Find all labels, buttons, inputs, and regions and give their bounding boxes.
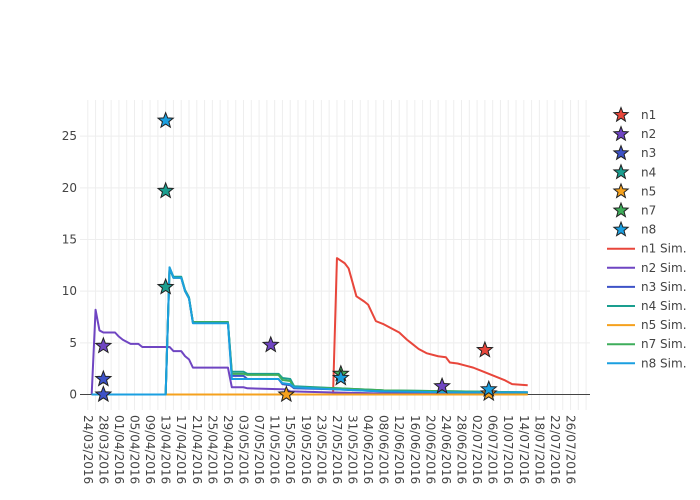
- legend-label-n8: n8: [641, 223, 656, 237]
- x-tick-label: 10/07/2016: [501, 415, 515, 484]
- legend-label-n1-sim-: n1 Sim.: [641, 242, 687, 256]
- legend-item-n8-sim-[interactable]: n8 Sim.: [607, 356, 687, 370]
- legend-item-n2-sim-[interactable]: n2 Sim.: [607, 261, 687, 275]
- legend-item-n4[interactable]: n4: [612, 163, 656, 180]
- x-tick-label: 28/03/2016: [96, 415, 110, 484]
- data-point-n3: [94, 369, 113, 387]
- legend-item-n3[interactable]: n3: [612, 144, 656, 161]
- x-tick-label: 16/06/2016: [408, 415, 422, 484]
- x-tick-label: 17/04/2016: [174, 415, 188, 484]
- x-tick-label: 23/05/2016: [314, 415, 328, 484]
- x-tick-label: 01/04/2016: [112, 415, 126, 484]
- x-tick-label: 18/07/2016: [532, 415, 546, 484]
- simulated-lines: [90, 257, 528, 396]
- x-tick-label: 24/06/2016: [439, 415, 453, 484]
- series-line-n3-sim-: [91, 267, 528, 396]
- legend-item-n3-sim-[interactable]: n3 Sim.: [607, 280, 687, 294]
- data-point-n4: [156, 181, 175, 199]
- x-tick-label: 25/04/2016: [205, 415, 219, 484]
- x-tick-label: 11/05/2016: [268, 415, 282, 484]
- x-tick-label: 15/05/2016: [283, 415, 297, 484]
- data-point-n1: [475, 340, 494, 358]
- x-tick-label: 04/06/2016: [361, 415, 375, 484]
- x-tick-label: 05/04/2016: [128, 415, 142, 484]
- data-point-n2: [433, 376, 452, 394]
- x-tick-label: 27/05/2016: [330, 415, 344, 484]
- legend-label-n7: n7: [641, 204, 656, 218]
- series-line-n2-sim-: [90, 308, 528, 395]
- y-tick-label: 25: [62, 129, 77, 143]
- data-point-n2: [94, 336, 113, 354]
- data-point-n8: [479, 379, 498, 397]
- series-line-n1-sim-: [332, 257, 528, 395]
- legend-label-n2-sim-: n2 Sim.: [641, 261, 687, 275]
- x-tick-label: 26/07/2016: [564, 415, 578, 484]
- x-tick-label: 31/05/2016: [346, 415, 360, 484]
- legend-label-n3-sim-: n3 Sim.: [641, 280, 687, 294]
- observed-markers: [94, 111, 498, 403]
- x-tick-label: 19/05/2016: [299, 415, 313, 484]
- x-tick-label: 22/07/2016: [548, 415, 562, 484]
- y-tick-label: 15: [62, 233, 77, 247]
- legend-marker-n1: [612, 106, 630, 123]
- legend-marker-n4: [612, 163, 630, 180]
- legend-item-n5-sim-[interactable]: n5 Sim.: [607, 318, 687, 332]
- legend-item-n7-sim-[interactable]: n7 Sim.: [607, 337, 687, 351]
- legend-label-n5-sim-: n5 Sim.: [641, 318, 687, 332]
- legend[interactable]: n1 n2 n3 n4 n5 n7 n8 n1 Sim. n2 Sim. n3 Sim. n4 Si…: [607, 106, 687, 371]
- data-point-n8: [331, 368, 350, 386]
- x-tick-label: 14/07/2016: [517, 415, 531, 484]
- grid: [80, 100, 590, 410]
- series-line-n8-sim-: [91, 266, 528, 396]
- x-tick-label: 20/06/2016: [423, 415, 437, 484]
- x-tick-label: 28/06/2016: [455, 415, 469, 484]
- legend-marker-n3: [612, 144, 630, 161]
- x-tick-label: 07/05/2016: [252, 415, 266, 484]
- y-tick-label: 0: [69, 388, 77, 402]
- legend-label-n7-sim-: n7 Sim.: [641, 337, 687, 351]
- axes: 0 5 10 15 20 25 24/03/2016 28/03/2016 01/04/2016…: [62, 129, 590, 484]
- legend-label-n4-sim-: n4 Sim.: [641, 299, 687, 313]
- x-tick-label: 13/04/2016: [159, 415, 173, 484]
- legend-item-n8[interactable]: n8: [612, 220, 656, 237]
- legend-item-n1[interactable]: n1: [612, 106, 656, 123]
- x-tick-label: 12/06/2016: [392, 415, 406, 484]
- legend-marker-n5: [612, 182, 630, 199]
- legend-label-n3: n3: [641, 146, 656, 160]
- data-point-n3: [94, 385, 113, 403]
- x-tick-label: 02/07/2016: [470, 415, 484, 484]
- legend-item-n4-sim-[interactable]: n4 Sim.: [607, 299, 687, 313]
- data-point-n2: [261, 335, 280, 353]
- data-point-n8: [156, 111, 175, 129]
- legend-label-n2: n2: [641, 127, 656, 141]
- legend-marker-n8: [612, 220, 630, 237]
- x-tick-label: 21/04/2016: [190, 415, 204, 484]
- legend-item-n7[interactable]: n7: [612, 201, 656, 218]
- legend-label-n8-sim-: n8 Sim.: [641, 356, 687, 370]
- data-point-n5: [277, 385, 296, 403]
- x-tick-label: 24/03/2016: [81, 415, 95, 484]
- x-tick-label: 29/04/2016: [221, 415, 235, 484]
- legend-item-n5[interactable]: n5: [612, 182, 656, 199]
- legend-item-n2[interactable]: n2: [612, 125, 656, 142]
- data-point-n4: [156, 277, 175, 295]
- legend-marker-n2: [612, 125, 630, 142]
- y-tick-label: 20: [62, 181, 77, 195]
- legend-item-n1-sim-[interactable]: n1 Sim.: [607, 242, 687, 256]
- x-tick-label: 08/06/2016: [377, 415, 391, 484]
- legend-label-n4: n4: [641, 165, 656, 179]
- series-line-n7-sim-: [91, 267, 528, 396]
- y-tick-label: 5: [69, 336, 77, 350]
- series-line-n4-sim-: [91, 266, 528, 396]
- x-tick-label: 06/07/2016: [486, 415, 500, 484]
- legend-label-n1: n1: [641, 108, 656, 122]
- legend-marker-n7: [612, 201, 630, 218]
- y-tick-label: 10: [62, 284, 77, 298]
- x-tick-label: 03/05/2016: [237, 415, 251, 484]
- legend-label-n5: n5: [641, 184, 656, 198]
- x-tick-label: 09/04/2016: [143, 415, 157, 484]
